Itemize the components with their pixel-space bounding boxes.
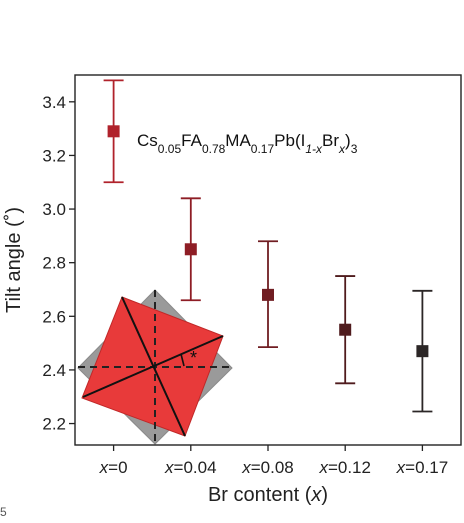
formula-part: 0.17 xyxy=(251,142,275,156)
x-tick-var: x xyxy=(99,458,109,477)
x-tick-value: =0.08 xyxy=(251,458,294,477)
x-tick-value: =0 xyxy=(108,458,127,477)
xlabel-part: Br content ( xyxy=(208,484,312,506)
inset-angle-tick xyxy=(180,353,185,367)
data-point xyxy=(262,288,274,301)
formula-part: Br xyxy=(322,131,339,150)
xlabel-part: ) xyxy=(321,484,328,506)
stray-page-number: 5 xyxy=(0,505,7,519)
inset-angle-star: * xyxy=(190,348,197,368)
formula-annotation: Cs0.05FA0.78MA0.17Pb(I1-xBrx)3 xyxy=(137,131,358,156)
y-tick-label: 3.0 xyxy=(42,200,66,219)
y-axis: 2.2 2.4 2.6 2.8 3.0 3.2 3.4 xyxy=(42,93,75,434)
x-tick-var: x xyxy=(241,458,251,477)
y-tick-label: 2.6 xyxy=(42,307,66,326)
formula-part: Pb(I xyxy=(274,131,305,150)
formula-part: MA xyxy=(225,131,251,150)
y-tick-label: 2.2 xyxy=(42,415,66,434)
x-tick-value: =0.04 xyxy=(174,458,217,477)
x-axis: x=0 x=0.04 x=0.08 x=0.12 x=0.17 xyxy=(99,445,449,477)
data-point xyxy=(184,243,197,256)
formula-part: 0.78 xyxy=(202,142,226,156)
x-tick-label: x=0.12 xyxy=(318,458,371,477)
formula-part: 3 xyxy=(351,142,358,156)
formula-part: 0.05 xyxy=(158,142,182,156)
y-tick-label: 2.8 xyxy=(42,254,66,273)
y-tick-label: 3.4 xyxy=(42,93,66,112)
x-tick-label: x=0 xyxy=(99,458,128,477)
xlabel-part: x xyxy=(310,484,322,506)
data-series xyxy=(103,79,433,413)
x-tick-value: =0.12 xyxy=(328,458,371,477)
x-tick-var: x xyxy=(318,458,328,477)
x-tick-label: x=0.04 xyxy=(164,458,217,477)
data-point xyxy=(339,323,352,336)
x-axis-label: Br content (x) xyxy=(208,484,328,506)
x-tick-label: x=0.17 xyxy=(396,458,449,477)
x-tick-value: =0.17 xyxy=(405,458,448,477)
x-tick-var: x xyxy=(164,458,174,477)
data-point xyxy=(416,345,429,358)
data-point xyxy=(107,125,120,138)
y-axis-label: Tilt angle (˚) xyxy=(3,207,25,313)
x-tick-label: x=0.08 xyxy=(241,458,294,477)
formula-part: Cs xyxy=(137,131,158,150)
y-tick-label: 2.4 xyxy=(42,361,66,380)
y-tick-label: 3.2 xyxy=(42,146,66,165)
formula-part: 1-x xyxy=(305,142,323,156)
octahedral-tilt-inset: * xyxy=(77,289,233,445)
inset-diagonal-2 xyxy=(82,335,224,398)
formula-part: FA xyxy=(181,131,202,150)
formula-part: ) xyxy=(345,131,351,150)
x-tick-var: x xyxy=(396,458,406,477)
formula-part: x xyxy=(338,142,346,156)
